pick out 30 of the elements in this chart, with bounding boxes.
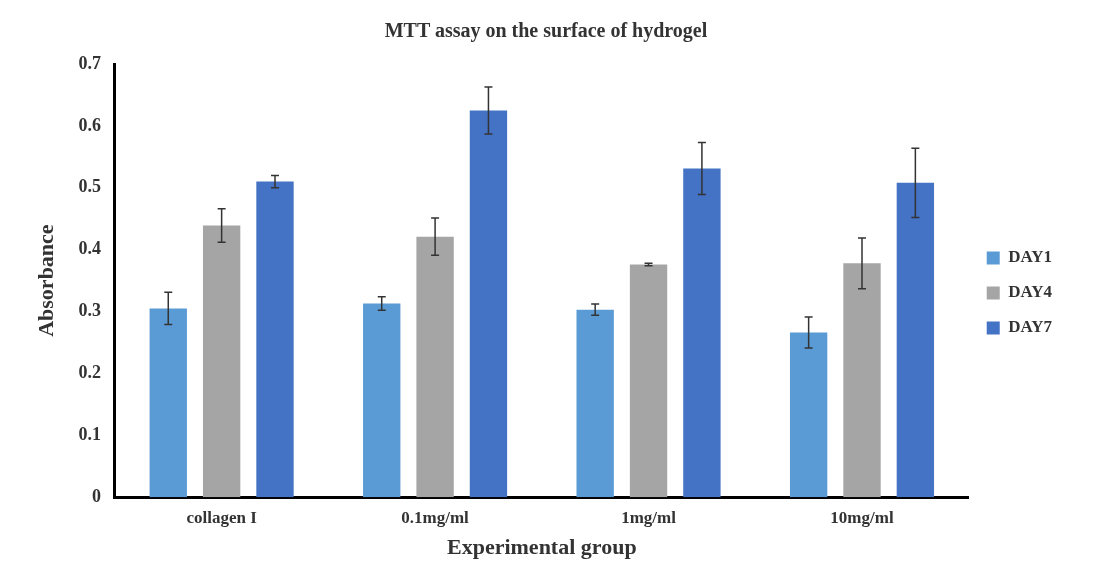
x-tick-label: 0.1mg/ml [401,507,470,527]
y-axis-title: Absorbance [32,224,58,337]
bar [363,303,401,498]
legend-label: DAY7 [1008,317,1053,337]
bar [843,263,881,498]
bar [896,182,935,498]
bar [202,225,241,498]
bar [256,181,294,498]
x-tick-label: 10mg/ml [830,507,894,527]
bar [576,309,614,498]
bar [629,264,668,498]
y-tick-label: 0.1 [78,423,101,444]
y-tick-label: 0.4 [78,238,101,259]
bar [683,168,721,498]
y-tick-label: 0.6 [78,114,101,135]
y-tick-label: 0.2 [78,362,101,383]
x-axis-title: Experimental group [446,534,637,560]
bar [789,332,828,498]
x-tick-label: 1mg/ml [621,507,677,527]
y-tick-label: 0 [91,485,101,506]
y-tick-label: 0.7 [78,52,101,73]
legend-label: DAY1 [1008,247,1053,267]
bar [149,308,187,498]
bar [469,110,508,498]
chart-title: MTT assay on the surface of hydrogel [384,19,708,43]
bar [416,236,454,498]
x-tick-label: collagen I [186,507,258,527]
y-tick-label: 0.5 [78,176,101,197]
y-tick-label: 0.3 [78,300,101,321]
legend-label: DAY4 [1008,282,1053,302]
